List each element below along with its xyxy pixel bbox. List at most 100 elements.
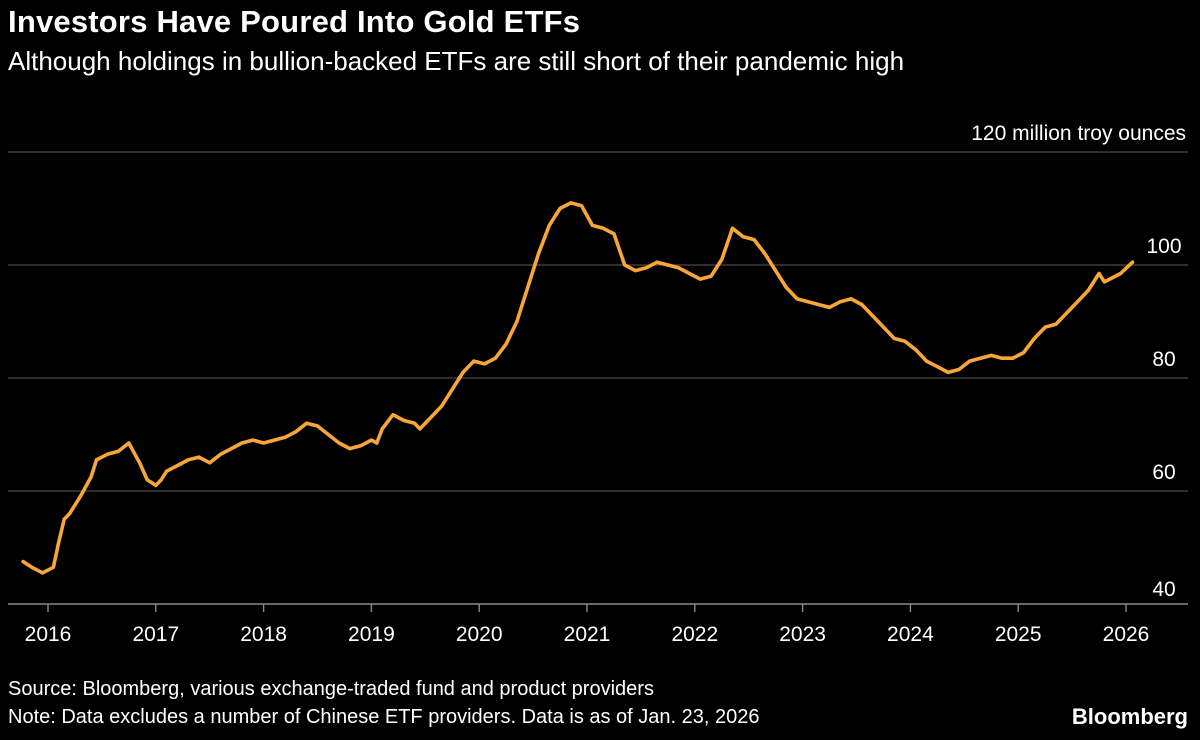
data-point	[946, 370, 950, 374]
data-point	[305, 421, 309, 425]
data-point	[348, 447, 352, 451]
line-chart: 120 million troy ounces 100 80 60 40 2016 201…	[8, 122, 1188, 646]
data-point	[504, 342, 508, 346]
data-point	[709, 274, 713, 278]
data-point	[89, 475, 93, 479]
data-point	[439, 404, 444, 408]
data-point	[197, 455, 201, 459]
data-point	[978, 356, 983, 360]
data-point	[806, 300, 810, 304]
data-point	[1032, 336, 1036, 340]
data-point	[644, 266, 648, 270]
data-point	[601, 226, 605, 230]
data-point	[1130, 260, 1135, 264]
x-tick-label-2020: 2020	[456, 623, 503, 646]
x-tick-label-2022: 2022	[671, 623, 718, 646]
x-tick-label-2018: 2018	[240, 623, 287, 646]
data-point	[881, 325, 886, 329]
data-point	[483, 362, 487, 366]
data-point	[94, 458, 99, 462]
data-point	[127, 441, 131, 445]
data-point	[925, 359, 929, 363]
data-point	[57, 540, 61, 544]
data-point	[30, 565, 34, 569]
data-point	[229, 447, 233, 451]
data-point	[655, 260, 659, 264]
data-point	[957, 367, 961, 372]
data-point	[418, 427, 422, 431]
data-point	[359, 444, 363, 448]
data-point	[21, 560, 25, 564]
data-point	[903, 339, 907, 343]
data-point	[935, 365, 940, 369]
data-point	[145, 478, 149, 482]
data-point	[677, 266, 681, 270]
data-point	[1054, 322, 1058, 326]
data-point	[633, 269, 638, 273]
data-point	[402, 418, 406, 422]
y-tick-label-40: 40	[1152, 578, 1175, 601]
source-note: Source: Bloomberg, various exchange-trad…	[8, 678, 654, 700]
chart-subtitle: Although holdings in bullion-backed ETFs…	[8, 46, 905, 76]
data-point	[369, 438, 373, 442]
data-point	[186, 458, 190, 462]
data-point	[68, 512, 72, 516]
data-point	[1102, 280, 1106, 284]
x-tick-label-2017: 2017	[132, 623, 179, 646]
data-point	[752, 238, 756, 242]
y-tick-label-60: 60	[1152, 461, 1175, 484]
data-point	[294, 430, 298, 434]
data-point	[1108, 277, 1112, 281]
data-note: Note: Data excludes a number of Chinese …	[8, 706, 760, 728]
data-point	[283, 435, 287, 439]
data-point	[860, 303, 864, 307]
data-point	[251, 438, 255, 442]
data-point	[547, 223, 551, 227]
data-point	[612, 232, 616, 236]
data-point	[968, 359, 972, 363]
data-point	[774, 269, 778, 273]
data-point	[989, 353, 993, 357]
data-point	[326, 432, 330, 437]
data-point	[391, 413, 395, 417]
data-point	[515, 319, 519, 324]
data-point	[784, 286, 789, 290]
x-tick-label-2021: 2021	[564, 623, 611, 646]
x-tick-label-2025: 2025	[995, 623, 1042, 646]
data-point	[827, 305, 832, 309]
data-point	[337, 441, 341, 445]
data-point	[472, 359, 476, 363]
data-point	[698, 277, 702, 281]
data-point	[849, 297, 853, 301]
data-point	[623, 263, 627, 267]
data-point	[412, 421, 417, 425]
data-point	[380, 427, 384, 431]
data-point	[429, 416, 433, 420]
data-point	[1097, 271, 1101, 276]
x-tick-label-2026: 2026	[1103, 623, 1150, 646]
y-tick-label-120: 120 million troy ounces	[971, 122, 1186, 145]
data-point	[450, 387, 454, 391]
data-point	[41, 571, 45, 575]
data-point	[730, 226, 735, 230]
data-point	[1086, 288, 1090, 292]
data-point	[218, 452, 223, 456]
x-tick-label-2016: 2016	[25, 623, 72, 646]
chart-title: Investors Have Poured Into Gold ETFs	[8, 4, 581, 39]
data-point	[590, 223, 595, 227]
data-point	[763, 252, 767, 256]
data-point	[461, 370, 465, 374]
data-point	[871, 314, 875, 318]
data-point	[116, 449, 120, 453]
x-tick-label-2023: 2023	[779, 623, 826, 646]
data-point	[1000, 356, 1004, 360]
series-line-gold-etf-holdings	[21, 201, 1135, 575]
data-point	[493, 356, 497, 360]
data-point	[1119, 271, 1123, 276]
data-point	[1011, 356, 1015, 360]
data-point	[720, 257, 724, 261]
data-point	[51, 565, 56, 569]
data-point	[165, 469, 169, 473]
data-point	[558, 206, 562, 211]
bloomberg-logo: Bloomberg	[1071, 704, 1188, 729]
